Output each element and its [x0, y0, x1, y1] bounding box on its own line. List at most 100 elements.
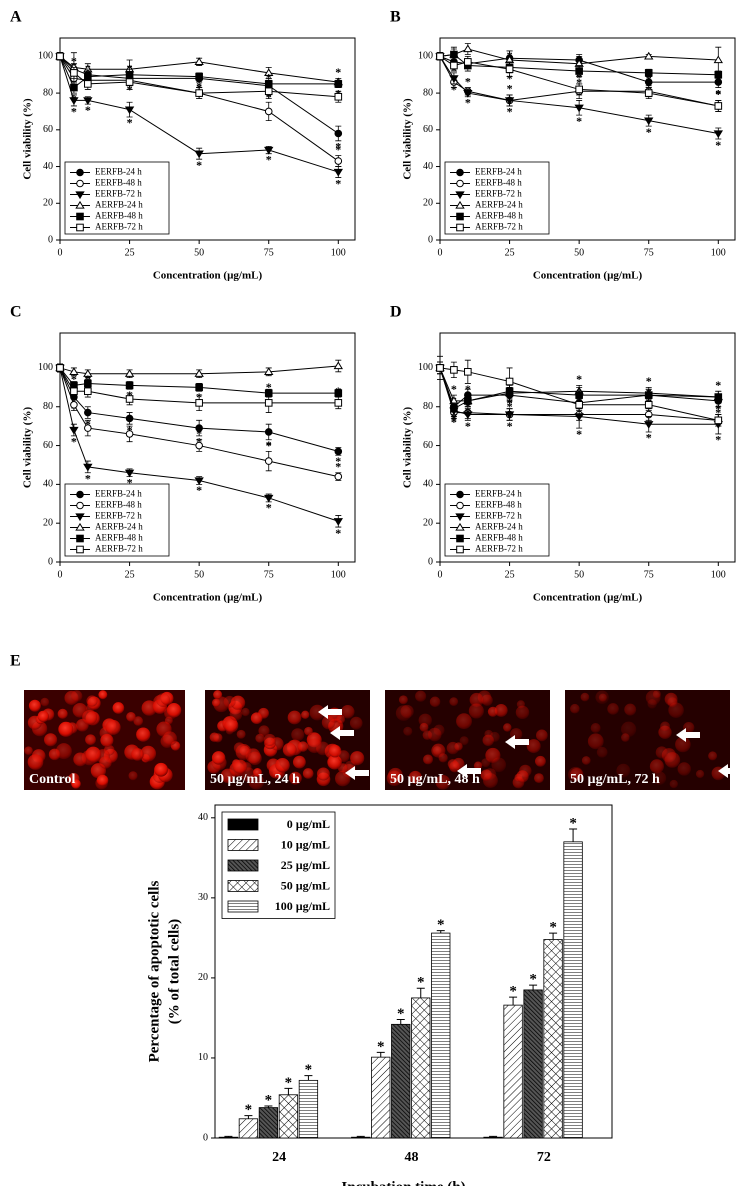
cell	[99, 756, 112, 769]
legend-label: EERFB-48 h	[475, 178, 522, 188]
bar	[238, 1118, 259, 1139]
bar	[543, 939, 563, 1139]
significance-label: *	[437, 917, 445, 933]
legend-label: 10 µg/mL	[281, 837, 330, 851]
series-line	[59, 56, 339, 162]
marker	[264, 68, 274, 77]
significance-label: *	[509, 984, 517, 1000]
cell	[316, 767, 330, 781]
y-tick-label: 0	[428, 234, 433, 245]
marker	[264, 428, 273, 436]
legend-label: EERFB-72 h	[95, 189, 142, 199]
cell	[85, 734, 96, 746]
marker	[70, 401, 78, 409]
x-tick-label: 50	[574, 569, 584, 580]
legend-label: AERFB-48 h	[95, 211, 143, 221]
cell	[503, 723, 512, 732]
error-bar	[304, 1075, 313, 1081]
panel-label: A	[10, 9, 22, 26]
x-tick-label: 0	[58, 569, 63, 580]
arrow	[318, 705, 342, 719]
cell	[241, 707, 250, 717]
marker	[333, 361, 343, 370]
significance-label: *	[646, 386, 652, 400]
marker	[464, 58, 472, 66]
error-bar	[376, 1051, 385, 1058]
marker	[264, 107, 273, 116]
significance-label: *	[576, 114, 582, 128]
cell	[427, 727, 442, 742]
marker	[76, 168, 84, 177]
x-tick-label: 25	[125, 247, 135, 258]
cell	[459, 736, 469, 746]
legend-label: AERFB-48 h	[95, 533, 143, 543]
marker	[124, 469, 135, 478]
cell	[649, 759, 664, 774]
significance-label: *	[576, 71, 582, 85]
marker	[456, 212, 464, 221]
marker	[644, 51, 654, 60]
cell	[236, 729, 246, 739]
marker	[195, 441, 203, 450]
y-axis-title: Cell viability (%)	[402, 98, 414, 180]
cell	[98, 690, 108, 700]
cell	[307, 738, 322, 754]
significance-label: *	[507, 72, 513, 86]
marker	[504, 97, 515, 106]
significance-label: *	[451, 382, 457, 396]
legend-label: AERFB-72 h	[475, 544, 523, 554]
bar	[483, 1136, 503, 1139]
significance-label: *	[266, 380, 272, 394]
marker	[713, 130, 723, 139]
marker	[76, 212, 84, 221]
cell	[126, 711, 136, 722]
legend-label: AERFB-24 h	[475, 522, 523, 532]
significance-label: *	[196, 483, 202, 497]
significance-label: *	[85, 65, 91, 79]
marker	[69, 426, 79, 435]
x-tick-label: 0	[58, 247, 63, 258]
marker	[456, 534, 464, 543]
cell	[258, 725, 270, 737]
cell	[71, 779, 81, 789]
marker	[644, 421, 654, 429]
legend-label: 100 µg/mL	[275, 899, 330, 913]
bar	[431, 932, 451, 1139]
cell	[156, 693, 171, 707]
x-axis-title: Concentration (µg/mL)	[153, 592, 263, 604]
significance-label: *	[266, 438, 272, 452]
cell	[250, 712, 263, 725]
cell	[128, 771, 138, 781]
marker	[70, 387, 78, 396]
marker	[334, 157, 343, 165]
x-tick-label: 72	[537, 1150, 551, 1165]
significance-label: *	[335, 65, 341, 79]
cell	[105, 719, 121, 735]
cell	[398, 695, 408, 705]
x-tick-label: 75	[264, 247, 274, 258]
legend-swatch	[227, 900, 259, 913]
marker	[333, 518, 343, 526]
micrograph: 50 µg/mL, 48 h	[385, 690, 550, 790]
cell	[287, 710, 302, 725]
significance-label: *	[465, 405, 471, 419]
marker	[714, 102, 723, 110]
marker	[84, 80, 92, 88]
legend-label: EERFB-72 h	[475, 189, 522, 199]
cell	[675, 736, 691, 753]
legend-label: EERFB-48 h	[95, 178, 142, 188]
significance-label: *	[715, 87, 721, 101]
marker	[455, 191, 465, 200]
legend-label: AERFB-72 h	[95, 544, 143, 554]
x-tick-label: 50	[194, 569, 204, 580]
legend-label: AERFB-24 h	[95, 200, 143, 210]
cell	[309, 704, 326, 721]
cell	[85, 746, 102, 763]
marker	[714, 70, 723, 79]
cell	[336, 715, 346, 724]
x-tick-label: 75	[644, 247, 654, 258]
marker	[574, 104, 584, 113]
bar	[258, 1107, 279, 1139]
significance-label: *	[196, 74, 202, 88]
marker	[75, 191, 85, 200]
